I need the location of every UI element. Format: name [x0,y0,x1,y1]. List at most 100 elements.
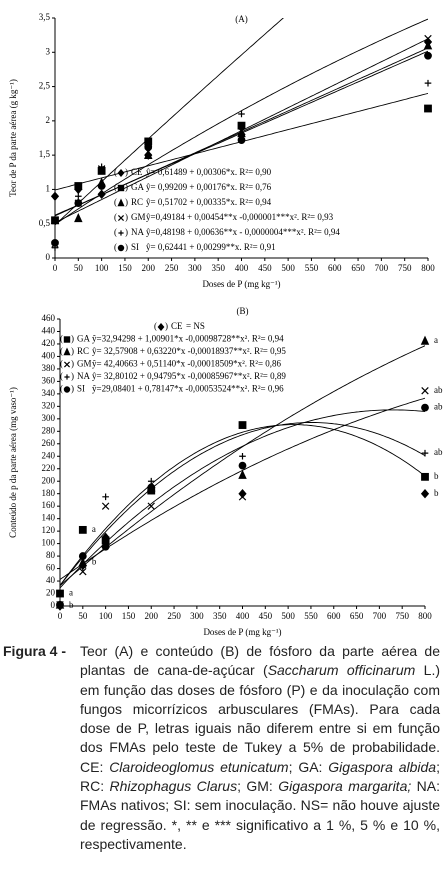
x-tick-label: 650 [350,611,364,621]
caption-segment: Gigaspora albida [328,758,437,775]
figure: (A)00,511,522,533,50 50 100 150 200 250 300 350… [8,12,443,637]
point [102,493,109,501]
y-tick-label: 1 [46,183,51,193]
point [424,34,432,43]
legend-equation: ŷ= 0,99209 + 0,00176*x. R²= 0,76 [146,182,272,192]
point [74,182,83,190]
y-tick-label: 40 [46,575,56,585]
point [147,477,155,485]
y-axis-label: Teor de P da parte aérea (g kg⁻¹) [8,79,18,197]
legend-paren: ) [71,334,74,344]
legend-paren: ( [114,227,117,237]
significance-letter: ab [434,385,443,395]
x-tick-label: 800 [418,611,432,621]
point [78,552,87,560]
fit-curve [60,397,425,580]
legend-equation: ŷ=0,49184 + 0,00454**x -0,000001***x². R… [146,212,334,222]
point [79,564,87,571]
y-tick-label: 120 [42,525,56,535]
legend-equation: ŷ= 32,80102 + 0,94795*x -0,00085967**x².… [92,371,286,381]
caption-label: Figura 4 - [3,643,67,659]
caption-segment: Claroideoglomus etunicatum [109,758,289,775]
point [421,387,429,395]
x-tick-label: 0 [58,611,63,621]
point [74,213,83,223]
legend-equation: ŷ=32,94298 + 1,00901*x -0,00098728**x². … [92,334,284,344]
panel-title: (B) [237,306,249,316]
point [239,452,246,460]
point [147,483,156,492]
point [420,335,430,345]
x-tick-label: 450 [258,263,272,273]
legend-equation: ŷ=0,48198 + 0,00636**x - 0,0000004***x².… [146,227,340,237]
x-tick-label: 550 [304,611,318,621]
y-tick-label: 0,5 [39,218,51,228]
point [51,239,59,247]
point [238,461,247,470]
legend-marker [157,322,165,332]
x-tick-label: 450 [259,611,273,621]
legend-equation: ŷ=29,08401 + 0,78147*x -0,00053524**x². … [92,384,284,394]
caption-text: Teor (A) e conteúdo (B) de fósforo da pa… [80,642,440,854]
fit-curve [55,18,428,225]
legend-marker [63,361,71,368]
y-tick-label: 420 [42,338,56,348]
x-tick-label: 300 [188,263,202,273]
legend-paren: ) [71,346,74,356]
y-tick-label: 1,5 [39,149,51,159]
point [97,182,106,190]
legend-paren: ) [165,321,168,331]
legend-equation: ŷ= 42,40663 + 0,51140*x -0,00018509*x². … [92,359,282,369]
legend-paren: ) [125,227,128,237]
legend-paren: ) [71,384,74,394]
legend-paren: ( [154,321,157,331]
caption-segment: Teor (A) e conteúdo (B) de fósforo da pa… [80,643,440,679]
significance-letter: a [92,524,96,534]
point [421,403,429,412]
significance-letter: b [92,556,97,566]
point [421,449,429,457]
legend-paren: ( [60,359,63,369]
y-tick-label: 2 [46,115,51,125]
point [74,199,83,208]
x-tick-label: 500 [281,263,295,273]
point [238,110,245,118]
x-tick-label: 100 [99,611,113,621]
x-tick-label: 550 [305,263,319,273]
x-tick-label: 100 [95,263,109,273]
point [144,149,153,160]
x-tick-label: 700 [373,611,387,621]
x-tick-label: 400 [236,611,250,621]
y-tick-label: 3,5 [39,12,51,22]
y-tick-label: 400 [42,350,56,360]
x-tick-label: 50 [74,263,84,273]
x-tick-label: 800 [421,263,435,273]
fit-curve [55,50,428,216]
point [237,127,246,135]
fit-curve [60,424,425,586]
y-tick-label: 340 [42,388,56,398]
point [50,191,60,202]
x-tick-label: 600 [328,263,342,273]
point [423,40,433,50]
x-tick-label: 150 [118,263,132,273]
x-tick-label: 200 [145,611,159,621]
legend-paren: ) [71,371,74,381]
legend-name: RC [131,197,143,207]
x-tick-label: 350 [211,263,225,273]
significance-letter: b [69,600,74,610]
legend-marker [64,374,70,380]
point [424,79,432,87]
legend-paren: ) [71,359,74,369]
x-tick-label: 150 [122,611,136,621]
y-tick-label: 300 [42,413,56,423]
legend-name: CE [171,321,183,331]
y-tick-label: 2,5 [39,81,51,91]
y-tick-label: 0 [46,252,51,262]
point [98,163,105,171]
y-tick-label: 200 [42,475,56,485]
caption-segment: ; GA: [288,758,329,775]
point [56,589,64,598]
point [147,502,155,510]
